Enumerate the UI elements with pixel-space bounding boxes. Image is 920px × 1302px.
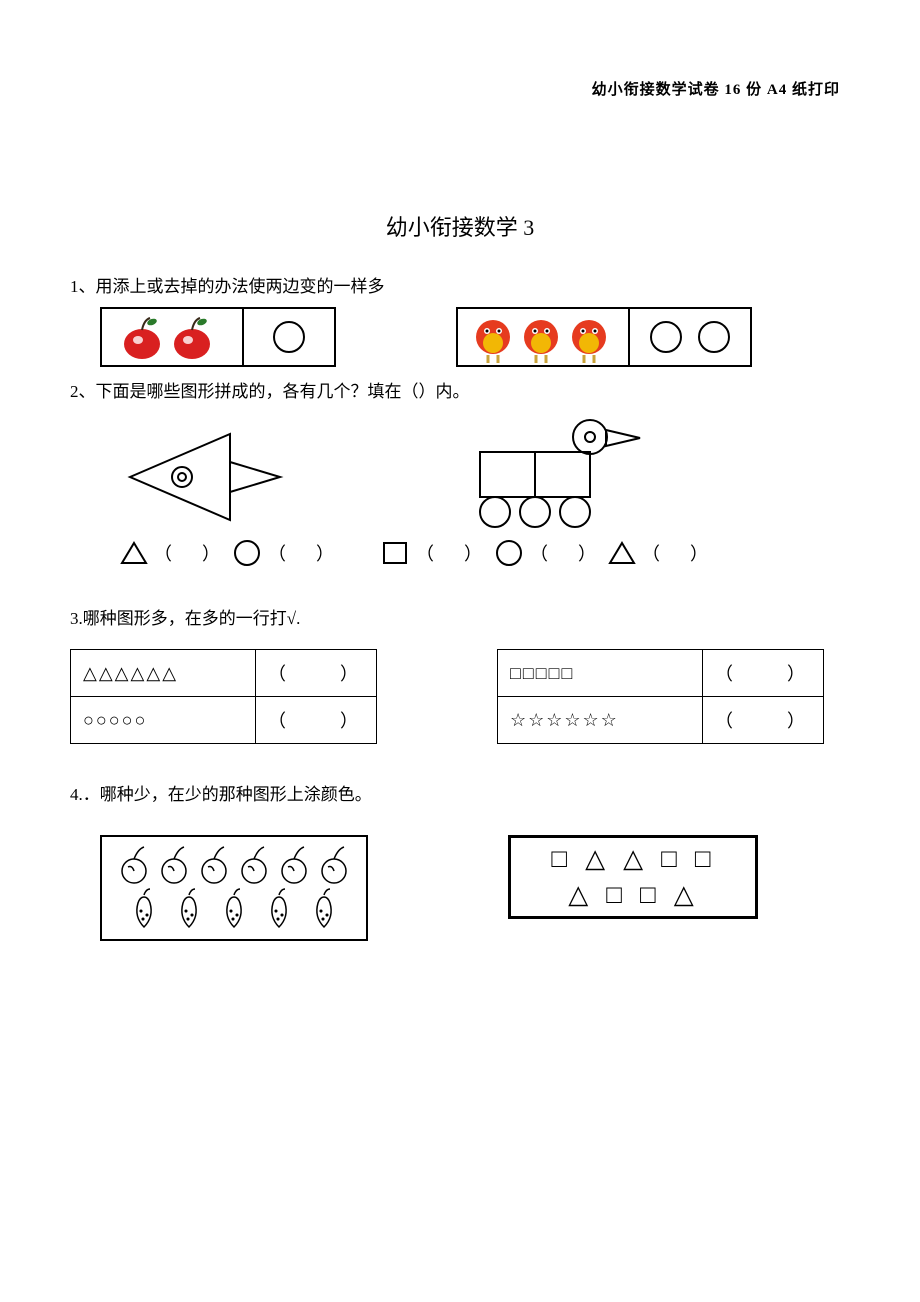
shapes: △△△△△△ [83,663,178,683]
q1-right-box [456,307,752,367]
circle-icon [646,317,686,357]
triangle-icon [120,540,148,566]
q4-right-box: □ △ △ □ □ △ □ □ △ [508,835,758,919]
q3-tables: △△△△△△ （ ） ○○○○○ （ ） □□□□□ （ ） ☆☆☆☆☆☆ （ … [70,649,850,744]
circle-icon [494,538,524,568]
q4-left-box [100,835,368,941]
shape-row-1: □ △ △ □ □ [523,844,743,874]
worksheet-page: 幼小衔接数学试卷 16 份 A4 纸打印 幼小衔接数学 3 1、用添上或去掉的办… [0,0,920,1302]
shape-row-2: △ □ □ △ [523,880,743,910]
q3-left-table: △△△△△△ （ ） ○○○○○ （ ） [70,649,377,744]
q1-figures [100,307,850,367]
q3-text: 3.哪种图形多，在多的一行打√. [70,604,850,629]
q2-figures: （ ） （ ） （ ） [70,412,850,568]
blank[interactable]: （ ） [416,540,488,566]
apple-icon [112,312,232,362]
q2-text: 2、下面是哪些图形拼成的，各有几个？填在（）内。 [70,377,850,402]
q2-fish-answers: （ ） （ ） [120,538,340,568]
blank[interactable]: （ ） [642,540,714,566]
q2-car-answers: （ ） （ ） （ ） [380,538,714,568]
triangle-icon [608,540,636,566]
fish-figure [120,422,310,532]
blank[interactable]: （ ） [268,711,364,731]
shapes: □□□□□ [510,663,574,683]
q3-right-table: □□□□□ （ ） ☆☆☆☆☆☆ （ ） [497,649,824,744]
table-row: □□□□□ （ ） [498,650,824,697]
table-row: ○○○○○ （ ） [71,697,377,744]
q4-figures: □ △ △ □ □ △ □ □ △ [100,835,850,941]
pear-row [114,887,354,933]
blank[interactable]: （ ） [154,540,226,566]
shape: △ [568,880,592,910]
shapes: ○○○○○ [83,710,147,730]
page-header: 幼小衔接数学试卷 16 份 A4 纸打印 [592,78,840,99]
table-row: ☆☆☆☆☆☆ （ ） [498,697,824,744]
q4-text: 4.．哪种少，在少的那种图形上涂颜色。 [70,780,850,805]
circle-icon [232,538,262,568]
blank[interactable]: （ ） [268,540,340,566]
page-title: 幼小衔接数学 3 [70,210,850,242]
blank[interactable]: （ ） [715,664,811,684]
blank[interactable]: （ ） [530,540,602,566]
square-icon [380,540,410,566]
shape: □ [661,844,681,874]
shape: △ [623,844,647,874]
q1-text: 1、用添上或去掉的办法使两边变的一样多 [70,272,850,297]
shape: □ [551,844,571,874]
parrot-icon [463,311,623,363]
circle-icon [694,317,734,357]
shape: △ [674,880,698,910]
table-row: △△△△△△ （ ） [71,650,377,697]
shapes: ☆☆☆☆☆☆ [510,710,619,730]
shape: □ [606,880,626,910]
circle-icon [269,317,309,357]
cherry-row [114,843,354,885]
car-figure [440,412,670,532]
shape: △ [585,844,609,874]
blank[interactable]: （ ） [715,711,811,731]
shape: □ [695,844,715,874]
blank[interactable]: （ ） [268,664,364,684]
shape: □ [640,880,660,910]
q1-left-box [100,307,336,367]
